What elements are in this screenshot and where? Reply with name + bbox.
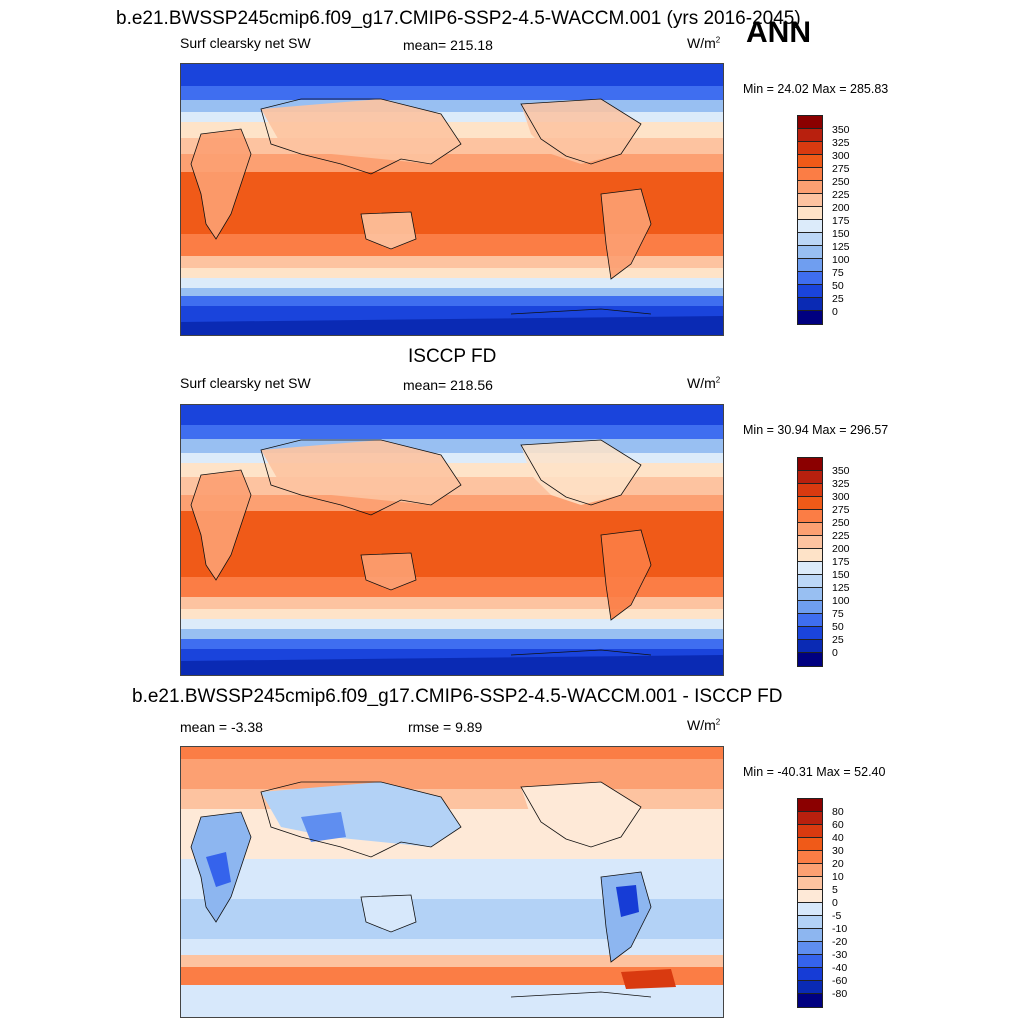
panel2-cbar-label: 0: [832, 647, 838, 659]
panel2-cbar-label: 100: [832, 595, 850, 607]
panel2-variable-label: Surf clearsky net SW: [180, 375, 311, 391]
panel1-map-field: [181, 64, 723, 335]
panel2-cbar-label: 200: [832, 543, 850, 555]
panel2-cbar-label: 225: [832, 530, 850, 542]
panel2-cbar-label: 325: [832, 478, 850, 490]
panel2-minmax: Min = 30.94 Max = 296.57: [743, 423, 889, 437]
panel2-title: ISCCP FD: [408, 346, 497, 367]
panel2-mean-label: mean= 218.56: [403, 377, 493, 393]
panel1-mean-label: mean= 215.18: [403, 37, 493, 53]
panel2-cbar-label: 150: [832, 569, 850, 581]
panel3-cbar-label: -10: [832, 923, 848, 935]
panel2-cbar-label: 275: [832, 504, 850, 516]
panel3-cbar-label: -30: [832, 949, 848, 961]
panel1-cbar-label: 150: [832, 228, 850, 240]
panel1-cbar-label: 175: [832, 215, 850, 227]
panel3-cbar-label: -80: [832, 988, 848, 1000]
panel3-cbar-label: 30: [832, 845, 844, 857]
panel1-cbar-label: 75: [832, 267, 844, 279]
panel2-cbar-label: 125: [832, 582, 850, 594]
panel2-units: W/m2: [687, 375, 721, 391]
panel3-mean-label: mean = -3.38: [180, 719, 263, 735]
panel1-cbar-label: 225: [832, 189, 850, 201]
panel3-cbar-label: 60: [832, 819, 844, 831]
panel1-cbar-label: 50: [832, 280, 844, 292]
panel1-map: [180, 63, 724, 336]
panel2-colorbar: [797, 457, 823, 667]
panel3-cbar-label: 80: [832, 806, 844, 818]
panel3-units: W/m2: [687, 717, 721, 733]
panel2-map-field: [181, 405, 723, 675]
panel3-minmax: Min = -40.31 Max = 52.40: [743, 765, 886, 779]
panel3-cbar-label: 10: [832, 871, 844, 883]
panel3-cbar-label: 20: [832, 858, 844, 870]
panel3-cbar-label: 5: [832, 884, 838, 896]
panel1-variable-label: Surf clearsky net SW: [180, 35, 311, 51]
panel1-cbar-label: 100: [832, 254, 850, 266]
panel3-map-field: [181, 747, 723, 1017]
panel2-cbar-label: 50: [832, 621, 844, 633]
panel2-map: [180, 404, 724, 676]
panel3-title: b.e21.BWSSP245cmip6.f09_g17.CMIP6-SSP2-4…: [132, 686, 783, 707]
panel1-units: W/m2: [687, 35, 721, 51]
panel3-rmse-label: rmse = 9.89: [408, 719, 483, 735]
panel3-cbar-label: 40: [832, 832, 844, 844]
panel2-cbar-label: 350: [832, 465, 850, 477]
panel1-cbar-label: 325: [832, 137, 850, 149]
panel1-cbar-label: 350: [832, 124, 850, 136]
season-label: ANN: [746, 16, 811, 49]
panel3-cbar-label: -20: [832, 936, 848, 948]
panel2-cbar-label: 175: [832, 556, 850, 568]
panel1-cbar-label: 125: [832, 241, 850, 253]
panel1-cbar-label: 0: [832, 306, 838, 318]
panel2-cbar-label: 250: [832, 517, 850, 529]
panel2-cbar-label: 25: [832, 634, 844, 646]
panel3-cbar-label: -60: [832, 975, 848, 987]
panel1-cbar-label: 275: [832, 163, 850, 175]
panel3-colorbar: [797, 798, 823, 1008]
panel3-cbar-label: -40: [832, 962, 848, 974]
panel1-colorbar: [797, 115, 823, 325]
panel1-title: b.e21.BWSSP245cmip6.f09_g17.CMIP6-SSP2-4…: [116, 8, 801, 29]
panel3-cbar-label: 0: [832, 897, 838, 909]
panel1-minmax: Min = 24.02 Max = 285.83: [743, 82, 889, 96]
panel1-cbar-label: 250: [832, 176, 850, 188]
panel2-cbar-label: 300: [832, 491, 850, 503]
panel3-map: [180, 746, 724, 1018]
panel1-cbar-label: 300: [832, 150, 850, 162]
panel2-cbar-label: 75: [832, 608, 844, 620]
panel3-cbar-label: -5: [832, 910, 842, 922]
panel1-cbar-label: 25: [832, 293, 844, 305]
panel1-cbar-label: 200: [832, 202, 850, 214]
